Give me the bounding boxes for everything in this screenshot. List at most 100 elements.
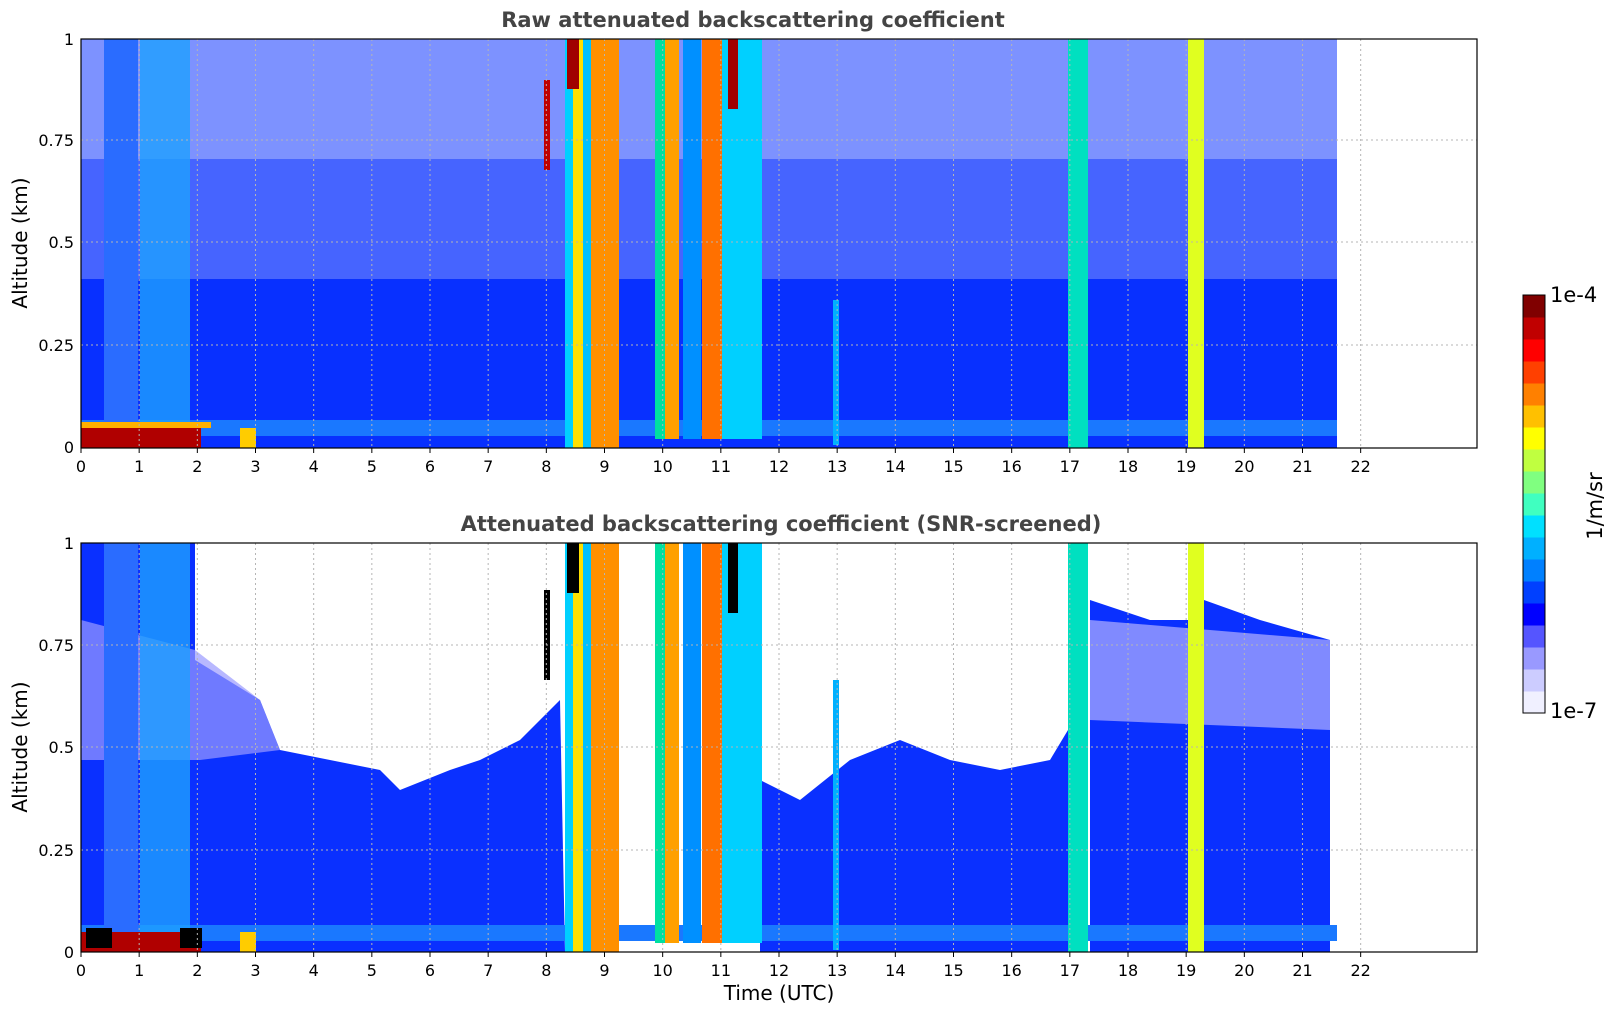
x-axis-label: Time (UTC) [723,981,835,1005]
raw-xtick-label: 10 [652,457,672,476]
screened-plume-1 [140,543,190,943]
screened-backscatter-panel: Attenuated backscattering coefficient (S… [8,512,1478,1005]
raw-xtick-label: 2 [192,457,202,476]
screened-x-grid [138,543,1362,952]
screened-xtick-label: 17 [1060,961,1080,980]
raw-xtick-label: 11 [711,457,731,476]
screened-xtick-label: 3 [250,961,260,980]
colorbar-step [1523,317,1545,340]
screened-xtick-label: 16 [1001,961,1021,980]
screened-ytick-label: 0.75 [38,636,74,655]
screened-ytick-label: 0.5 [49,738,74,757]
colorbar-steps [1522,294,1546,714]
screened-cloud-k [728,543,738,613]
raw-ytick-label: 0.75 [38,131,74,150]
raw-surface-high [81,428,201,448]
screened-cloud-h [683,543,701,943]
colorbar-step [1523,449,1545,472]
screened-xtick-label: 7 [483,961,493,980]
raw-x-axis: 0 1 2 3 4 5 6 7 8 9 10 11 12 13 14 15 16 17 18 19 20 21 22 [76,448,1371,476]
screened-ytick-label: 1 [64,534,74,553]
raw-ytick-label: 0 [64,438,74,457]
raw-cloud-c [583,39,591,448]
raw-xtick-label: 0 [76,457,86,476]
raw-xtick-label: 21 [1292,457,1312,476]
screened-xtick-label: 21 [1292,961,1312,980]
raw-cloud-g [665,39,679,439]
screened-xtick-label: 15 [943,961,963,980]
screened-ytick-label: 0 [64,943,74,962]
screened-xtick-label: 11 [711,961,731,980]
raw-cloud-l [833,300,839,445]
screened-surface-black-a [86,928,112,948]
raw-xtick-label: 1 [134,457,144,476]
raw-xtick-label: 17 [1060,457,1080,476]
raw-cloud-m [1068,39,1088,448]
screened-y-axis: 0 0.25 0.5 0.75 1 [38,534,74,962]
screened-panel-title: Attenuated backscattering coefficient (S… [461,512,1102,536]
raw-panel-title: Raw attenuated backscattering coefficien… [501,8,1005,32]
raw-cloud-e [544,80,550,170]
screened-plume-0 [104,543,138,943]
colorbar-step [1523,581,1545,604]
screened-xtick-label: 0 [76,961,86,980]
screened-xtick-label: 2 [192,961,202,980]
raw-xtick-label: 9 [599,457,609,476]
screened-xtick-label: 14 [885,961,905,980]
colorbar-unit-label: 1/m/sr [1583,472,1607,540]
screened-cloud-l [833,680,839,950]
raw-plume-1 [140,39,190,439]
raw-xtick-label: 16 [1001,457,1021,476]
colorbar-step [1523,361,1545,384]
raw-y-axis-label: Altitude (km) [8,177,32,308]
screened-xtick-label: 6 [425,961,435,980]
screened-cloud-a [565,543,573,952]
raw-xtick-label: 20 [1234,457,1254,476]
raw-xtick-label: 14 [885,457,905,476]
raw-cloud-a [565,39,573,448]
screened-xtick-label: 13 [827,961,847,980]
colorbar-step [1523,493,1545,516]
raw-plume-0 [104,39,138,439]
colorbar-step [1523,427,1545,450]
raw-xtick-label: 4 [309,457,319,476]
colorbar-step [1523,471,1545,494]
raw-backscatter-panel: Raw attenuated backscattering coefficien… [8,8,1478,476]
screened-xtick-label: 22 [1350,961,1370,980]
raw-cloud-b [573,39,583,448]
raw-ytick-label: 1 [64,30,74,49]
raw-y-axis: 0 0.25 0.5 0.75 1 [38,30,74,457]
colorbar-step [1523,691,1545,714]
screened-cloud-f [655,543,665,943]
screened-cloud-g [665,543,679,943]
raw-xtick-label: 6 [425,457,435,476]
screened-xtick-label: 1 [134,961,144,980]
colorbar-step [1523,515,1545,538]
screened-surface-spot [240,932,256,952]
screened-cloud-i [702,543,722,943]
raw-xtick-label: 7 [483,457,493,476]
screened-xtick-label: 18 [1118,961,1138,980]
raw-heatmap [81,39,1337,448]
screened-xtick-label: 10 [652,961,672,980]
raw-xtick-label: 19 [1176,457,1196,476]
raw-xtick-label: 13 [827,457,847,476]
screened-x-axis: 0 1 2 3 4 5 6 7 8 9 10 11 12 13 14 15 16 17 18 19 20 21 22 [76,952,1371,980]
colorbar-step [1523,603,1545,626]
raw-xtick-label: 12 [769,457,789,476]
colorbar-step [1523,339,1545,362]
raw-surface-spot [240,428,256,448]
raw-xtick-label: 18 [1118,457,1138,476]
colorbar-step [1523,625,1545,648]
raw-cloud-f [655,39,665,439]
raw-ytick-label: 0.25 [38,336,74,355]
colorbar-step [1523,559,1545,582]
colorbar-frame [1522,294,1546,714]
raw-xtick-label: 22 [1350,457,1370,476]
raw-x-grid [138,39,1362,448]
screened-xtick-label: 20 [1234,961,1254,980]
raw-xtick-label: 8 [541,457,551,476]
screened-xtick-label: 12 [769,961,789,980]
raw-xtick-label: 3 [250,457,260,476]
